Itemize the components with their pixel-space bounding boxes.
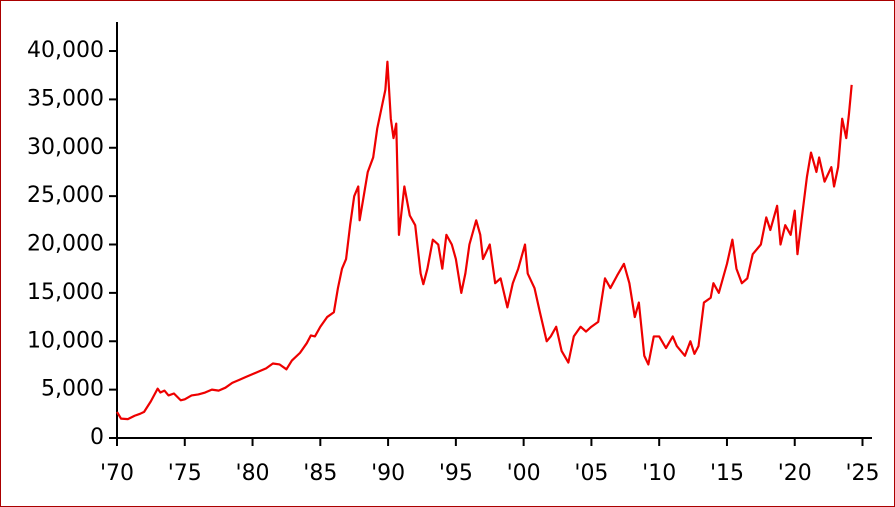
x-tick-label: '90 [371, 461, 405, 486]
y-tick-label: 5,000 [41, 377, 104, 402]
x-tick-label: '20 [778, 461, 812, 486]
y-tick-label: 10,000 [27, 328, 104, 353]
y-tick-label: 0 [90, 425, 104, 450]
line [116, 60, 853, 421]
x-tick-label: '85 [303, 461, 337, 486]
x-tick-label: '95 [439, 461, 473, 486]
y-tick-label: 35,000 [27, 86, 104, 111]
x-tick-label: '15 [710, 461, 744, 486]
x-tick-label: '25 [845, 461, 879, 486]
y-tick-label: 20,000 [27, 232, 104, 257]
y-tick-label: 25,000 [27, 183, 104, 208]
x-tick-label: '75 [168, 461, 202, 486]
y-tick-label: 40,000 [27, 38, 104, 63]
x-tick-label: '80 [236, 461, 270, 486]
x-tick-label: '70 [100, 461, 134, 486]
y-tick-label: 30,000 [27, 135, 104, 160]
x-tick-label: '00 [507, 461, 541, 486]
x-tick-label: '10 [642, 461, 676, 486]
y-tick-label: 15,000 [27, 280, 104, 305]
x-tick-label: '05 [574, 461, 608, 486]
